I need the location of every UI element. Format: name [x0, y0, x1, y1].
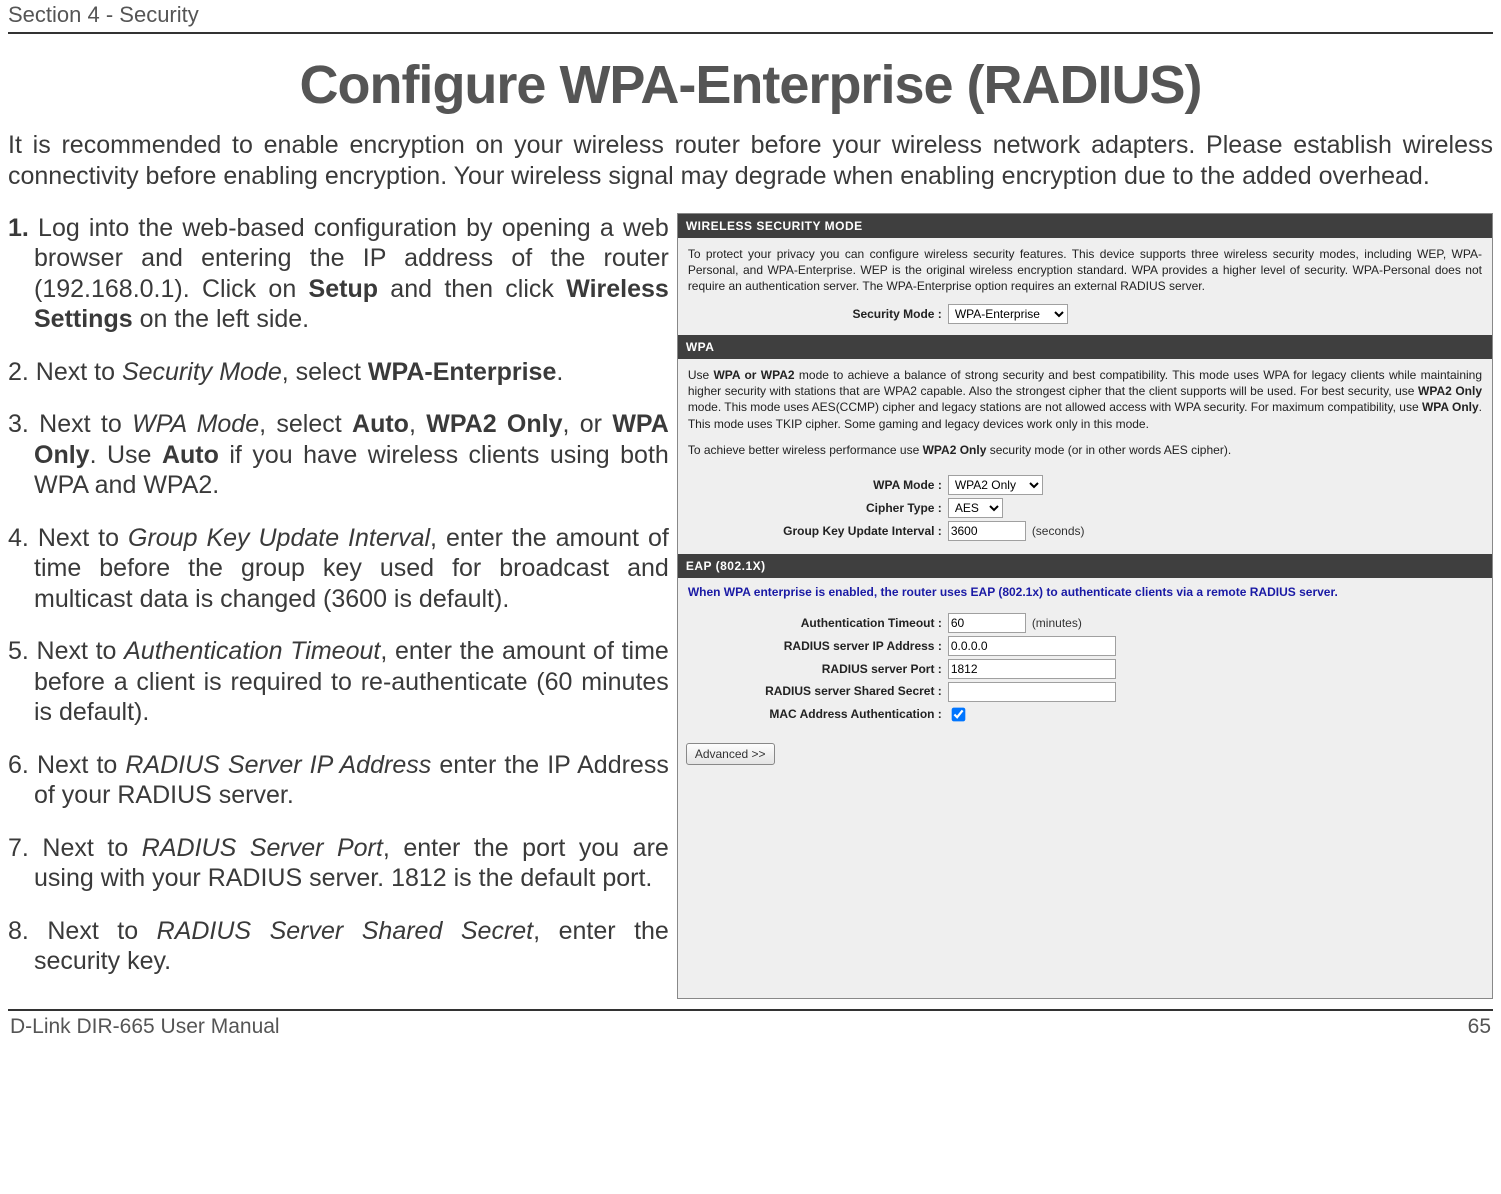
step-num: 1. [8, 214, 29, 242]
section-header: Section 4 - Security [8, 0, 1493, 32]
eap-header: EAP (802.1X) [678, 554, 1492, 578]
wpa-desc-2: To achieve better wireless performance u… [688, 442, 1482, 458]
step-4: 4. Next to Group Key Update Interval, en… [8, 523, 669, 615]
step-num: 2. [8, 358, 29, 386]
step-num: 8. [8, 917, 29, 945]
step-num: 7. [8, 834, 29, 862]
wsm-desc: To protect your privacy you can configur… [688, 246, 1482, 295]
cipher-type-label: Cipher Type : [688, 501, 948, 515]
router-ui-panel: WIRELESS SECURITY MODE To protect your p… [677, 213, 1493, 999]
wpa-header: WPA [678, 335, 1492, 359]
step-1: 1. Log into the web-based configuration … [8, 213, 669, 335]
wsm-header: WIRELESS SECURITY MODE [678, 214, 1492, 238]
footer-manual: D-Link DIR-665 User Manual [10, 1015, 280, 1039]
step-3: 3. Next to WPA Mode, select Auto, WPA2 O… [8, 409, 669, 501]
wpa-mode-select[interactable]: WPA2 Only [948, 475, 1043, 495]
wpa-body: Use WPA or WPA2 mode to achieve a balanc… [678, 359, 1492, 466]
step-2: 2. Next to Security Mode, select WPA-Ent… [8, 357, 669, 388]
security-mode-select[interactable]: WPA-Enterprise [948, 304, 1068, 324]
advanced-button[interactable]: Advanced >> [686, 743, 775, 765]
gkui-suffix: (seconds) [1032, 524, 1085, 538]
intro-paragraph: It is recommended to enable encryption o… [8, 130, 1493, 193]
step-num: 5. [8, 637, 29, 665]
wpa-form: WPA Mode : WPA2 Only Cipher Type : AES [678, 466, 1492, 554]
cipher-type-select[interactable]: AES [948, 498, 1003, 518]
eap-form: Authentication Timeout : (minutes) RADIU… [678, 613, 1492, 737]
radius-port-label: RADIUS server Port : [688, 662, 948, 676]
radius-ip-input[interactable] [948, 636, 1116, 656]
gkui-label: Group Key Update Interval : [688, 524, 948, 538]
footer-page: 65 [1468, 1015, 1491, 1039]
step-8: 8. Next to RADIUS Server Shared Secret, … [8, 916, 669, 977]
auth-timeout-label: Authentication Timeout : [688, 616, 948, 630]
gkui-input[interactable] [948, 521, 1026, 541]
page-title: Configure WPA-Enterprise (RADIUS) [8, 54, 1493, 116]
step-5: 5. Next to Authentication Timeout, enter… [8, 636, 669, 728]
radius-ip-label: RADIUS server IP Address : [688, 639, 948, 653]
divider-top [8, 32, 1493, 34]
security-mode-label: Security Mode : [688, 306, 948, 322]
auth-timeout-suffix: (minutes) [1032, 616, 1082, 630]
divider-bottom [8, 1009, 1493, 1011]
auth-timeout-input[interactable] [948, 613, 1026, 633]
wsm-body: To protect your privacy you can configur… [678, 238, 1492, 336]
step-7: 7. Next to RADIUS Server Port, enter the… [8, 833, 669, 894]
step-num: 4. [8, 524, 29, 552]
radius-port-input[interactable] [948, 659, 1116, 679]
step-6: 6. Next to RADIUS Server IP Address ente… [8, 750, 669, 811]
step-num: 6. [8, 751, 29, 779]
eap-note: When WPA enterprise is enabled, the rout… [678, 578, 1492, 610]
wpa-desc-1: Use WPA or WPA2 mode to achieve a balanc… [688, 367, 1482, 432]
mac-auth-checkbox[interactable] [951, 708, 965, 722]
radius-secret-input[interactable] [948, 682, 1116, 702]
step-num: 3. [8, 410, 29, 438]
mac-auth-label: MAC Address Authentication : [688, 708, 948, 722]
instructions-column: 1. Log into the web-based configuration … [8, 213, 669, 999]
radius-secret-label: RADIUS server Shared Secret : [688, 685, 948, 699]
wpa-mode-label: WPA Mode : [688, 478, 948, 492]
